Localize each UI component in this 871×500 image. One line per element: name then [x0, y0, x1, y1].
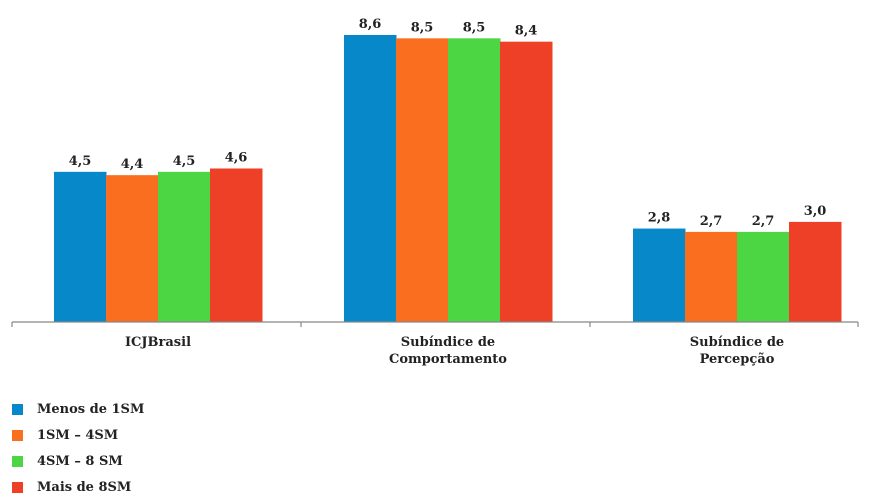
data-label: 4,5: [173, 154, 196, 169]
legend-label: Mais de 8SM: [37, 479, 132, 495]
data-label: 3,0: [804, 204, 827, 219]
legend-swatch: [12, 429, 23, 441]
bar: [158, 171, 211, 322]
legend-swatch: [12, 403, 23, 415]
x-axis-ticks: [11, 322, 859, 327]
bar: [737, 231, 790, 322]
category-label: Subíndice de Comportamento: [389, 335, 507, 367]
bar: [344, 35, 397, 322]
data-label: 2,7: [700, 214, 723, 229]
data-label: 4,4: [121, 157, 144, 172]
value-labels-group: 4,5 4,4 4,5 4,6 8,6 8,5 8,5 8,4 2,8 2,7 2,7 3,0: [69, 17, 827, 229]
legend-label: 4SM – 8 SM: [37, 453, 123, 469]
category-labels-group: ICJBrasil Subíndice de Comportamento Subínd…: [125, 335, 784, 367]
legend: Menos de 1SM 1SM – 4SM 4SM – 8 SM Mais d…: [12, 396, 144, 500]
legend-item: Menos de 1SM: [12, 396, 144, 422]
data-label: 8,5: [411, 20, 434, 35]
legend-item: 4SM – 8 SM: [12, 448, 144, 474]
legend-item: Mais de 8SM: [12, 474, 144, 500]
bar: [396, 38, 449, 322]
legend-swatch: [12, 455, 23, 467]
data-label: 8,5: [463, 20, 486, 35]
bars-group: [54, 35, 842, 323]
category-label: ICJBrasil: [125, 335, 191, 350]
legend-label: 1SM – 4SM: [37, 427, 119, 443]
bar-chart: 4,5 4,4 4,5 4,6 8,6 8,5 8,5 8,4 2,8 2,7 2,7 3,0 ICJ…: [11, 17, 859, 367]
legend-swatch: [12, 481, 23, 493]
legend-item: 1SM – 4SM: [12, 422, 144, 448]
bar: [633, 228, 686, 322]
bar: [54, 171, 107, 322]
data-label: 2,7: [752, 214, 775, 229]
data-label: 4,6: [225, 150, 248, 165]
data-label: 4,5: [69, 154, 92, 169]
category-label: Subíndice de Percepção: [690, 335, 784, 367]
data-label: 2,8: [648, 211, 671, 226]
data-label: 8,4: [515, 24, 538, 39]
bar: [789, 221, 842, 322]
legend-label: Menos de 1SM: [37, 401, 145, 417]
data-label: 8,6: [359, 17, 382, 32]
bar: [210, 168, 263, 322]
bar: [448, 38, 501, 322]
bar: [500, 41, 553, 323]
bar: [685, 231, 738, 322]
bar: [106, 175, 159, 322]
